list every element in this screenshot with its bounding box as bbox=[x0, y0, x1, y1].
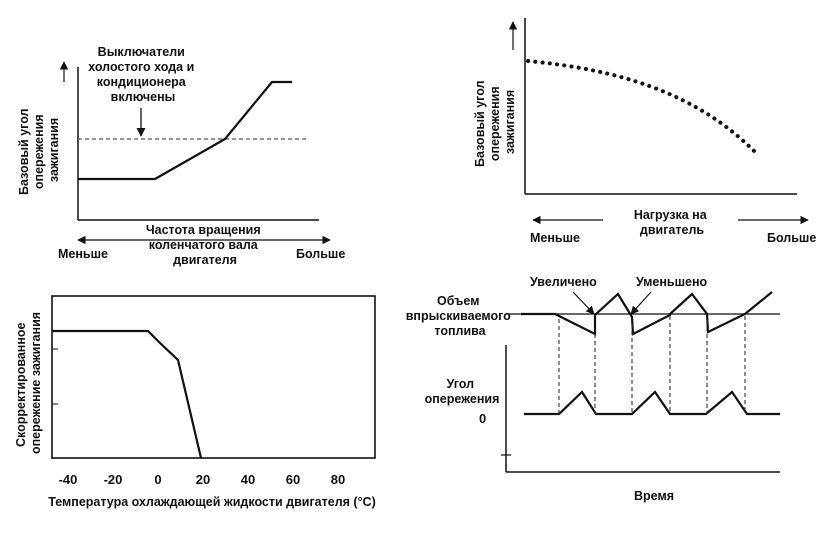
zero-label: 0 bbox=[479, 411, 486, 426]
plot-frame bbox=[51, 295, 376, 459]
less-label: Меньше bbox=[530, 231, 580, 245]
increased-arrow bbox=[572, 291, 595, 315]
idle-ac-caption: Выключатели холостого хода и кондиционер… bbox=[88, 45, 198, 104]
panel-load: Базовый угол опережения зажигания Нагруз… bbox=[473, 18, 816, 245]
more-label: Больше bbox=[296, 247, 345, 261]
load-curve bbox=[526, 59, 759, 156]
x-tick-label: 20 bbox=[196, 472, 210, 487]
x-tick-label: 80 bbox=[331, 472, 345, 487]
timing-wave bbox=[524, 390, 780, 416]
coolant-curve bbox=[52, 329, 203, 459]
x-axis-label: Температура охлаждающей жидкости двигате… bbox=[48, 495, 376, 509]
x-tick-label: 0 bbox=[154, 472, 161, 487]
y-axis-label: Базовый угол опережения зажигания bbox=[473, 77, 517, 167]
panel-coolant: Скорректированное опережение зажигания -… bbox=[14, 295, 376, 509]
y-axis-label: Скорректированное опережение зажигания bbox=[14, 312, 43, 454]
decreased-arrow bbox=[630, 291, 652, 315]
x-tick-label: 40 bbox=[241, 472, 255, 487]
sync-dashed-lines bbox=[558, 316, 746, 414]
increased-label: Увеличено bbox=[530, 275, 597, 289]
panel-timing: Увеличено Уменьшено Объем впрыскиваемого… bbox=[406, 275, 780, 503]
x-axis-label: Нагрузка на двигатель bbox=[634, 208, 710, 237]
y-axis-label: Базовый угол опережения зажигания bbox=[17, 105, 61, 195]
x-tick-labels: -40 -20 0 20 40 60 80 bbox=[59, 472, 346, 487]
decreased-label: Уменьшено bbox=[636, 275, 708, 289]
timing-angle-label: Угол опережения bbox=[425, 377, 500, 406]
panel-rpm: Выключатели холостого хода и кондиционер… bbox=[17, 45, 345, 267]
x-tick-label: -20 bbox=[104, 472, 123, 487]
more-label: Больше bbox=[767, 231, 816, 245]
x-axis-label: Частота вращения коленчатого вала двигат… bbox=[146, 223, 264, 267]
fuel-volume-label: Объем впрыскиваемого топлива bbox=[406, 294, 515, 338]
rpm-curve bbox=[78, 80, 292, 181]
x-tick-label: -40 bbox=[59, 472, 78, 487]
fuel-wave bbox=[521, 291, 773, 336]
less-label: Меньше bbox=[58, 247, 108, 261]
time-label: Время bbox=[634, 489, 674, 503]
x-tick-label: 60 bbox=[286, 472, 300, 487]
